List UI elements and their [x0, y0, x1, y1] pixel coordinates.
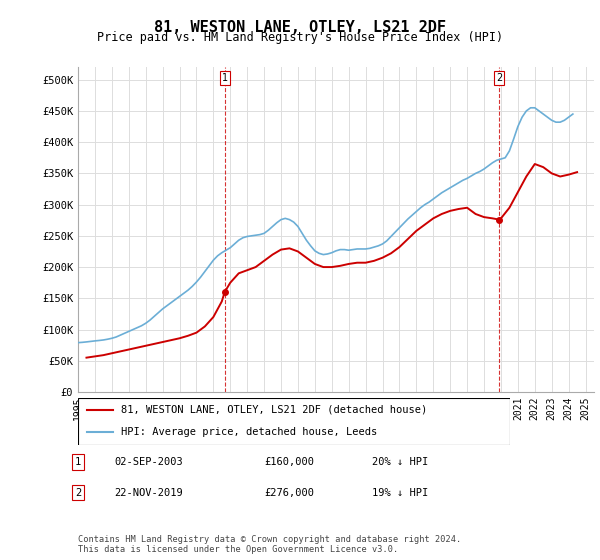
Text: Contains HM Land Registry data © Crown copyright and database right 2024.
This d: Contains HM Land Registry data © Crown c… — [78, 535, 461, 554]
Text: 1: 1 — [221, 73, 228, 83]
Text: 02-SEP-2003: 02-SEP-2003 — [114, 457, 183, 467]
Text: 2: 2 — [496, 73, 502, 83]
Text: 81, WESTON LANE, OTLEY, LS21 2DF (detached house): 81, WESTON LANE, OTLEY, LS21 2DF (detach… — [121, 404, 427, 414]
Text: 2: 2 — [75, 488, 81, 498]
Text: £276,000: £276,000 — [264, 488, 314, 498]
Text: 20% ↓ HPI: 20% ↓ HPI — [372, 457, 428, 467]
Text: £160,000: £160,000 — [264, 457, 314, 467]
Text: 1: 1 — [75, 457, 81, 467]
Text: 81, WESTON LANE, OTLEY, LS21 2DF: 81, WESTON LANE, OTLEY, LS21 2DF — [154, 20, 446, 35]
FancyBboxPatch shape — [78, 398, 510, 445]
Text: HPI: Average price, detached house, Leeds: HPI: Average price, detached house, Leed… — [121, 427, 377, 437]
Text: Price paid vs. HM Land Registry's House Price Index (HPI): Price paid vs. HM Land Registry's House … — [97, 31, 503, 44]
Text: 22-NOV-2019: 22-NOV-2019 — [114, 488, 183, 498]
Text: 19% ↓ HPI: 19% ↓ HPI — [372, 488, 428, 498]
